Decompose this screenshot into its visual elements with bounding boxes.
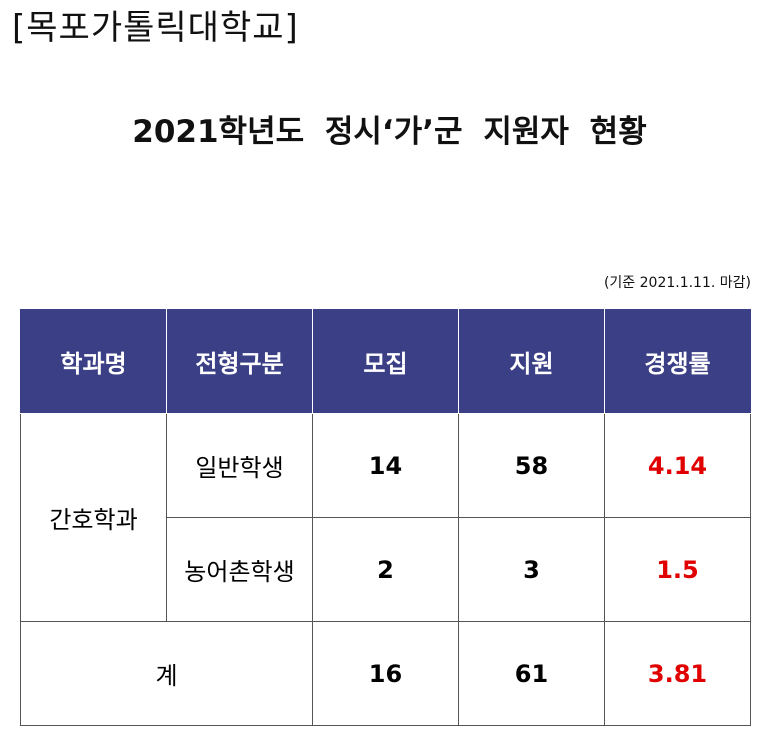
department-cell: 간호학과 xyxy=(20,413,167,622)
column-header-department: 학과명 xyxy=(20,309,167,414)
column-header-rate: 경쟁률 xyxy=(604,309,751,414)
table-row: 간호학과 일반학생 14 58 4.14 xyxy=(20,413,751,622)
table-row: 농어촌학생 2 3 1.5 xyxy=(21,517,751,622)
rate-cell: 1.5 xyxy=(604,517,751,622)
quota-cell: 2 xyxy=(312,517,459,622)
total-quota: 16 xyxy=(312,621,459,726)
column-header-applicants: 지원 xyxy=(458,309,605,414)
applicants-cell: 58 xyxy=(458,413,605,518)
type-cell: 일반학생 xyxy=(166,413,313,518)
page-title: 2021학년도 정시‘가’군 지원자 현황 xyxy=(132,114,647,150)
column-header-type: 전형구분 xyxy=(166,309,313,414)
applicant-table: 학과명 전형구분 모집 지원 경쟁률 간호학과 일반학생 14 58 4.14 … xyxy=(20,309,751,726)
total-row: 계 16 61 3.81 xyxy=(20,621,751,726)
date-note: (기준 2021.1.11. 마감) xyxy=(603,275,751,291)
total-label: 계 xyxy=(20,621,313,726)
column-header-quota: 모집 xyxy=(312,309,459,414)
type-cell: 농어촌학생 xyxy=(166,517,313,622)
rate-cell: 4.14 xyxy=(604,413,751,518)
total-applicants: 61 xyxy=(458,621,605,726)
table-header-row: 학과명 전형구분 모집 지원 경쟁률 xyxy=(20,309,751,414)
quota-cell: 14 xyxy=(312,413,459,518)
university-name: [목포가톨릭대학교] xyxy=(12,8,299,48)
applicants-cell: 3 xyxy=(458,517,605,622)
total-rate: 3.81 xyxy=(604,621,751,726)
